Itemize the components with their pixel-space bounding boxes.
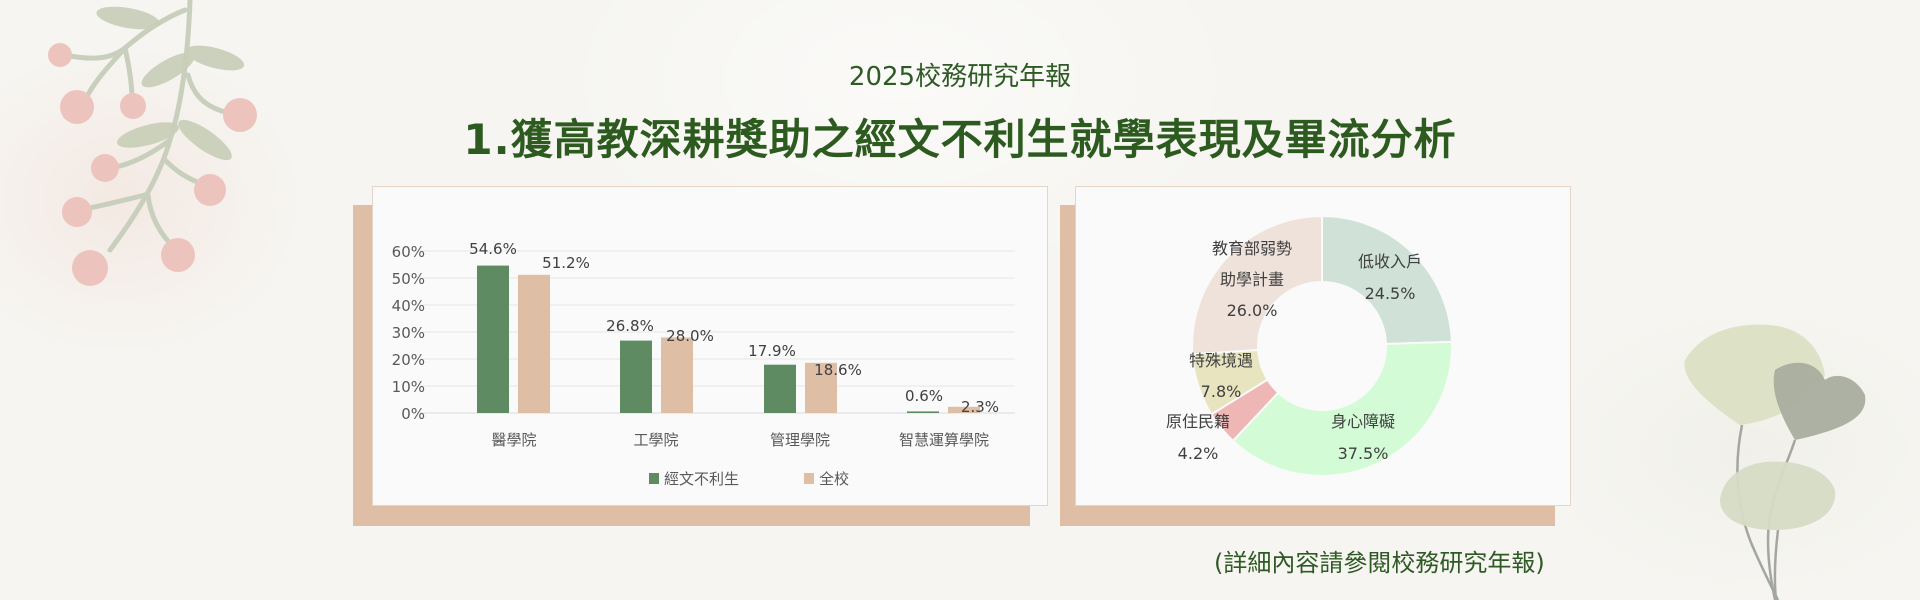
donut-value-low-income: 24.5% — [1365, 284, 1416, 303]
bar-medicine-all — [518, 274, 550, 413]
x-axis-categories: 醫學院 工學院 管理學院 智慧運算學院 — [491, 431, 989, 449]
donut-label-indigenous: 原住民籍 — [1166, 412, 1230, 431]
data-label: 0.6% — [905, 387, 943, 405]
y-tick: 0% — [401, 405, 425, 423]
data-labels: 54.6% 51.2% 26.8% 28.0% 17.9% 18.6% 0.6%… — [469, 240, 999, 416]
y-tick: 50% — [392, 270, 425, 288]
berry-branch-decoration — [48, 0, 257, 286]
donut-label-moe-line2: 助學計畫 — [1220, 270, 1284, 289]
legend-label-all: 全校 — [819, 470, 849, 488]
x-category: 醫學院 — [491, 431, 536, 449]
bar-chart-legend: 經文不利生 全校 — [649, 470, 849, 488]
footnote-reference: (詳細內容請參閱校務研究年報) — [1214, 549, 1545, 577]
x-category: 智慧運算學院 — [899, 431, 989, 449]
bar-engineering-disadvantaged — [620, 340, 652, 413]
bar-engineering-all — [661, 337, 693, 413]
ginkgo-leaf-2 — [1773, 362, 1866, 440]
y-tick: 20% — [392, 351, 425, 369]
donut-slice-disability — [1231, 340, 1453, 477]
donut-slice-moe-aid — [1191, 214, 1323, 356]
donut-label-moe-line1: 教育部弱勢 — [1212, 239, 1292, 258]
legend-label-disadvantaged: 經文不利生 — [664, 470, 739, 488]
page-title: 1.獲高教深耕獎助之經文不利生就學表現及畢流分析 — [463, 115, 1457, 164]
series-all-bars — [518, 274, 980, 413]
data-label: 2.3% — [961, 398, 999, 416]
bar-management-disadvantaged — [764, 364, 796, 413]
donut-value-special: 7.8% — [1201, 382, 1242, 401]
data-label: 18.6% — [814, 361, 862, 379]
donut-value-disability: 37.5% — [1338, 444, 1389, 463]
donut-slice-low-income — [1321, 214, 1453, 346]
bar-medicine-disadvantaged — [477, 265, 509, 413]
x-category: 工學院 — [633, 431, 678, 449]
legend-swatch-disadvantaged — [649, 473, 659, 484]
ginkgo-leaf-decoration — [1684, 324, 1866, 600]
ginkgo-leaf-3 — [1720, 461, 1836, 530]
data-label: 26.8% — [606, 317, 654, 335]
y-tick: 10% — [392, 378, 425, 396]
x-category: 管理學院 — [770, 431, 830, 449]
bar-computing-disadvantaged — [907, 411, 939, 413]
data-label: 28.0% — [666, 327, 714, 345]
report-subtitle: 2025校務研究年報 — [848, 62, 1072, 92]
bar-computing-all — [948, 406, 980, 413]
donut-value-indigenous: 4.2% — [1178, 444, 1219, 463]
y-tick: 60% — [392, 243, 425, 261]
y-tick: 30% — [392, 324, 425, 342]
legend-swatch-all — [804, 473, 814, 484]
data-label: 54.6% — [469, 240, 517, 258]
y-tick: 40% — [392, 297, 425, 315]
donut-label-low-income: 低收入戶 — [1358, 252, 1422, 271]
data-label: 51.2% — [542, 254, 590, 272]
donut-label-special: 特殊境遇 — [1189, 351, 1253, 370]
donut-label-disability: 身心障礙 — [1331, 412, 1395, 431]
data-label: 17.9% — [748, 342, 796, 360]
donut-value-moe: 26.0% — [1227, 301, 1278, 320]
y-axis-ticks: 0% 10% 20% 30% 40% 50% 60% — [392, 243, 425, 423]
bar-management-all — [805, 362, 837, 413]
series-disadvantaged-bars — [477, 265, 939, 413]
